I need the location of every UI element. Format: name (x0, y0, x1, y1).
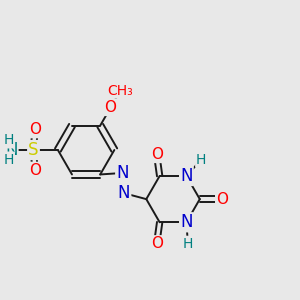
Text: O: O (29, 122, 41, 137)
Text: N: N (180, 167, 193, 185)
Text: N: N (180, 213, 193, 231)
Text: O: O (216, 192, 228, 207)
Text: O: O (151, 147, 163, 162)
Text: N: N (118, 184, 130, 202)
Text: O: O (29, 163, 41, 178)
Text: O: O (105, 100, 117, 115)
Text: H: H (4, 134, 14, 148)
Text: H: H (183, 237, 193, 251)
Text: O: O (151, 236, 163, 251)
Text: H: H (4, 152, 14, 167)
Text: H: H (196, 153, 206, 166)
Text: CH₃: CH₃ (107, 84, 133, 98)
Text: N: N (5, 141, 17, 159)
Text: N: N (116, 164, 129, 182)
Text: S: S (28, 141, 39, 159)
